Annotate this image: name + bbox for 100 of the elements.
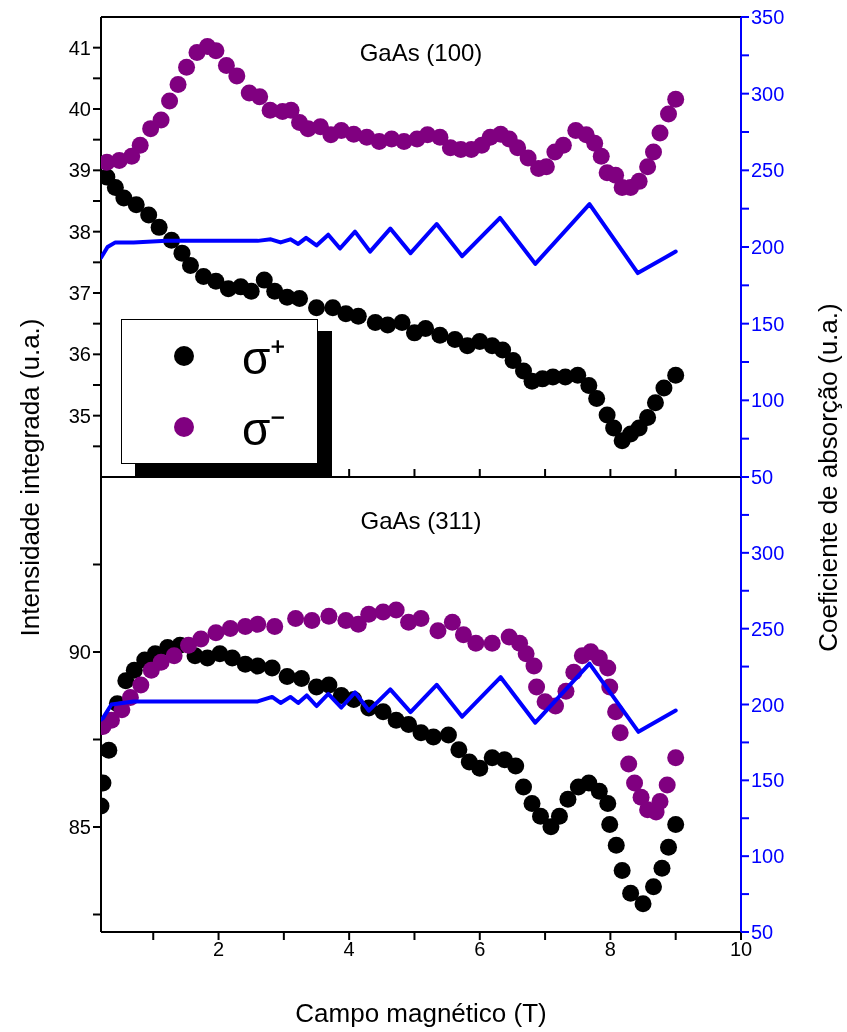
point (590, 782, 608, 800)
y-tick-label: 85 (68, 816, 91, 839)
y2-tick-label: 100 (751, 845, 785, 868)
x-tick-label: 10 (729, 938, 753, 961)
point (169, 75, 187, 93)
point (443, 613, 461, 631)
point (667, 366, 685, 384)
point (266, 617, 284, 635)
y2-tick-label: 50 (751, 466, 774, 489)
point (249, 657, 267, 675)
point (626, 774, 644, 792)
point (605, 419, 623, 437)
point (613, 861, 631, 879)
point (242, 282, 260, 300)
y-tick-label: 40 (68, 98, 91, 121)
point (592, 147, 610, 165)
x-tick-label: 8 (604, 938, 616, 961)
point (607, 836, 625, 854)
point (287, 609, 305, 627)
point (278, 668, 296, 685)
point (622, 884, 640, 902)
point (467, 634, 485, 652)
point (266, 282, 284, 300)
point (424, 728, 442, 746)
point (101, 741, 118, 759)
point (417, 320, 435, 338)
y-tick-label: 38 (68, 220, 91, 243)
point (360, 605, 378, 623)
point (450, 741, 468, 759)
point (639, 158, 657, 176)
y2-tick-label: 300 (751, 82, 785, 105)
text: GaAs (311) (359, 507, 483, 535)
point (507, 757, 525, 775)
y-tick-label: 41 (68, 36, 91, 59)
point (152, 111, 170, 129)
point (515, 778, 533, 796)
y-tick-label: 39 (68, 159, 91, 182)
point (660, 105, 678, 123)
point (308, 299, 326, 317)
y-tick-label: 90 (68, 641, 91, 664)
point (611, 724, 629, 742)
y2-axis-title: Coeficiente de absorção (u.a.) (812, 302, 844, 654)
point (412, 609, 430, 627)
point (374, 703, 392, 721)
point (320, 676, 338, 694)
point (207, 624, 225, 642)
point (528, 678, 546, 696)
point (658, 776, 676, 794)
point (494, 341, 512, 359)
point (580, 377, 598, 395)
point (140, 206, 158, 224)
point (161, 92, 179, 110)
point (349, 307, 367, 325)
point (644, 878, 662, 896)
x-tick-label: 6 (474, 938, 486, 961)
point (115, 189, 133, 207)
point (525, 657, 543, 675)
point (446, 331, 464, 349)
point (150, 218, 168, 236)
point (217, 56, 235, 74)
point (127, 196, 145, 214)
point (255, 271, 273, 289)
point (504, 351, 522, 369)
y2-tick-label: 300 (751, 541, 785, 564)
point (349, 615, 367, 633)
point (292, 670, 310, 688)
y-tick-label: 35 (68, 404, 91, 427)
text: GaAs (100) (358, 39, 484, 67)
point (181, 256, 199, 274)
point (165, 647, 183, 665)
point (125, 661, 143, 679)
point (192, 630, 210, 648)
y-axis-title: Intensidade integrada (u.a.) (14, 317, 46, 639)
point (644, 143, 662, 161)
point (178, 58, 196, 76)
point (630, 172, 648, 190)
point (517, 645, 535, 663)
y2-tick-label: 150 (751, 769, 785, 792)
point (559, 790, 577, 808)
point (620, 755, 638, 773)
point (152, 653, 170, 671)
point (599, 659, 617, 677)
point (632, 788, 650, 806)
point (123, 147, 141, 165)
point (173, 244, 191, 262)
y2-tick-label: 250 (751, 159, 785, 182)
point (519, 149, 537, 167)
y-tick-label: 37 (68, 282, 91, 305)
point (523, 795, 541, 813)
point (639, 409, 657, 427)
point (429, 622, 447, 640)
legend-label: σ⁺ (242, 330, 287, 386)
point (223, 649, 241, 667)
point (483, 634, 501, 652)
point (601, 816, 619, 834)
point (221, 620, 239, 638)
point (379, 316, 397, 334)
point (586, 134, 604, 152)
point (303, 612, 321, 629)
point (471, 759, 489, 777)
